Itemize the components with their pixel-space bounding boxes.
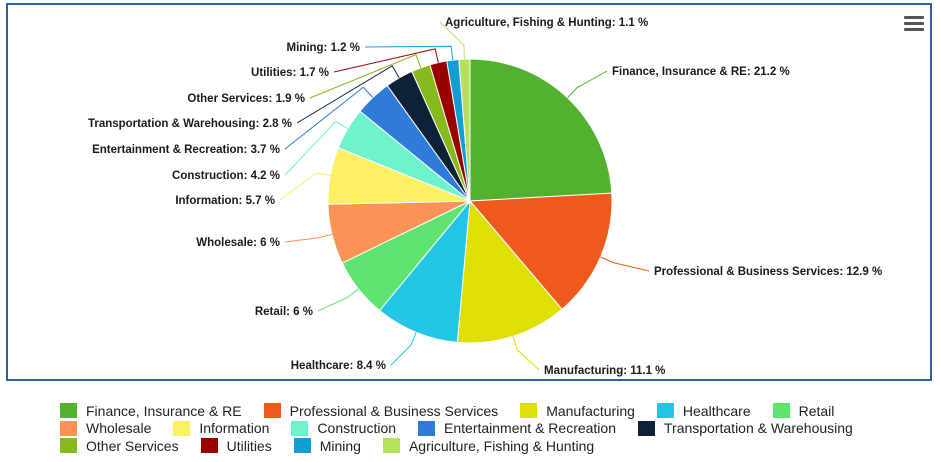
legend-swatch-icon <box>200 438 218 454</box>
legend-label: Utilities <box>226 437 272 454</box>
legend-label: Manufacturing <box>546 402 635 419</box>
legend-swatch-icon <box>291 420 309 436</box>
legend-label: Agriculture, Fishing & Hunting <box>408 437 595 454</box>
pie-slice[interactable] <box>469 58 613 202</box>
legend-swatch-icon <box>638 420 655 436</box>
chart-menu-button[interactable] <box>902 13 926 35</box>
legend-swatch-icon <box>520 403 538 419</box>
slice-connector-line <box>317 288 359 312</box>
legend-swatch-icon <box>60 403 77 419</box>
slice-data-label: Mining: 1.2 % <box>287 42 360 54</box>
legend-item[interactable]: Finance, Insurance & RE <box>60 403 242 419</box>
slice-data-label: Healthcare: 8.4 % <box>291 360 386 372</box>
legend-label: Healthcare <box>682 402 751 419</box>
slice-data-label: Retail: 6 % <box>255 306 313 318</box>
slice-data-label: Other Services: 1.9 % <box>187 93 305 105</box>
slice-data-label: Finance, Insurance & RE: 21.2 % <box>612 66 790 78</box>
legend-item[interactable]: Construction <box>291 420 396 436</box>
slice-data-label: Information: 5.7 % <box>175 195 275 207</box>
slice-connector-line <box>600 256 650 272</box>
legend-swatch-icon <box>293 438 311 454</box>
legend-swatch-icon <box>656 403 674 419</box>
legend-label: Retail <box>798 402 835 419</box>
menu-line-icon <box>904 28 924 31</box>
menu-line-icon <box>904 16 924 19</box>
slice-data-label: Transportation & Warehousing: 2.8 % <box>88 118 292 130</box>
slice-connector-line <box>364 45 454 61</box>
slice-connector-line <box>284 120 349 176</box>
legend-label: Entertainment & Recreation <box>444 420 616 437</box>
legend-item[interactable]: Professional & Business Services <box>263 402 499 419</box>
legend-item[interactable]: Manufacturing <box>520 403 635 419</box>
legend-item[interactable]: Other Services <box>60 438 179 454</box>
legend-item[interactable]: Wholesale <box>60 420 151 436</box>
slice-data-label: Entertainment & Recreation: 3.7 % <box>92 144 280 156</box>
legend-label: Information <box>199 420 270 437</box>
slice-connector-line <box>279 172 331 201</box>
pie-chart: Finance, Insurance & RE: 21.2 % Professio… <box>88 17 882 377</box>
slice-data-label: Wholesale: 6 % <box>196 237 280 249</box>
slice-connector-line <box>296 65 400 124</box>
chart-legend: Finance, Insurance & RE Professional & Bu… <box>60 402 920 455</box>
legend-swatch-icon <box>60 438 77 454</box>
pie-slice[interactable] <box>468 192 613 310</box>
chart-container: Finance, Insurance & RE: 21.2 % Professio… <box>6 3 932 381</box>
legend-swatch-icon <box>382 438 400 454</box>
legend-label: Finance, Insurance & RE <box>86 402 242 419</box>
legend-item[interactable]: Agriculture, Fishing & Hunting <box>382 437 595 454</box>
legend-swatch-icon <box>418 420 436 436</box>
legend-swatch-icon <box>263 403 281 419</box>
slice-connector-line <box>512 336 540 371</box>
slice-connector-line <box>284 233 333 243</box>
slice-connector-line <box>567 70 608 99</box>
slice-connector-line <box>284 86 374 150</box>
pie-slice[interactable] <box>458 58 471 202</box>
legend-swatch-icon <box>772 403 790 419</box>
legend-item[interactable]: Entertainment & Recreation <box>418 420 616 436</box>
legend-label: Transportation & Warehousing <box>664 420 853 437</box>
slice-data-label: Agriculture, Fishing & Hunting: 1.1 % <box>445 17 648 29</box>
legend-swatch-icon <box>60 420 77 436</box>
slice-data-label: Manufacturing: 11.1 % <box>544 365 665 377</box>
legend-item[interactable]: Mining <box>293 437 361 454</box>
legend-item[interactable]: Information <box>173 420 269 436</box>
legend-item[interactable]: Transportation & Warehousing <box>638 420 853 436</box>
pie-slice[interactable] <box>378 199 471 343</box>
slice-connector-line <box>390 332 417 366</box>
legend-row: Finance, Insurance & RE Professional & Bu… <box>60 402 920 420</box>
legend-item[interactable]: Retail <box>772 402 835 419</box>
legend-item[interactable]: Healthcare <box>656 402 751 419</box>
legend-label: Construction <box>317 420 397 437</box>
menu-line-icon <box>904 22 924 25</box>
slice-data-label: Professional & Business Services: 12.9 % <box>654 266 882 278</box>
slice-data-label: Construction: 4.2 % <box>172 170 280 182</box>
legend-row: Other Services Utilities Mining Agriculture… <box>60 437 920 455</box>
slice-connector-line <box>333 48 439 73</box>
legend-swatch-icon <box>173 420 191 436</box>
slice-connector-line <box>309 54 422 99</box>
legend-item[interactable]: Utilities <box>200 437 272 454</box>
slice-connector-line <box>439 21 465 60</box>
legend-label: Professional & Business Services <box>289 402 499 419</box>
legend-label: Mining <box>319 437 361 454</box>
legend-label: Wholesale <box>86 420 152 437</box>
legend-label: Other Services <box>86 437 179 454</box>
slice-data-label: Utilities: 1.7 % <box>251 67 329 79</box>
legend-row: Wholesale Information Construction Entertai… <box>60 420 920 438</box>
